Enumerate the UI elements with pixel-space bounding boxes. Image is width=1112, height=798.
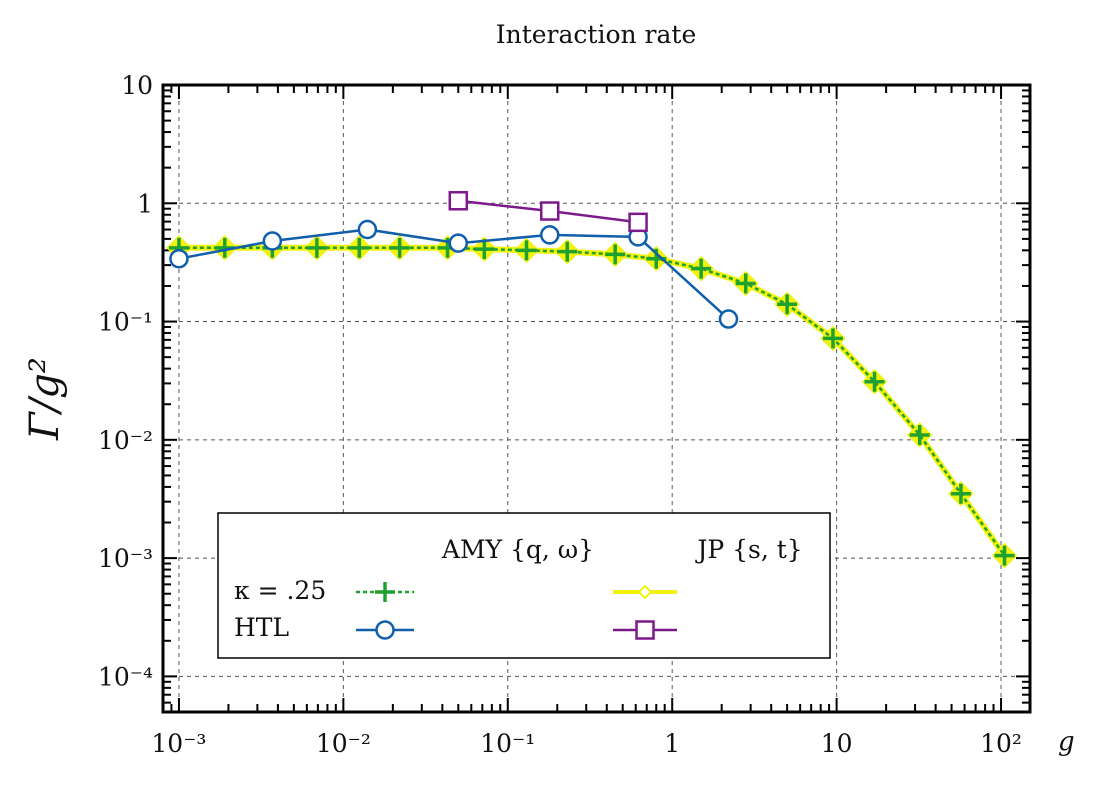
y-tick-label: 10⁻¹ (98, 308, 153, 337)
series-line (178, 244, 1007, 558)
data-point (994, 545, 1015, 566)
legend-marker (375, 582, 395, 602)
series-amy-25 (168, 237, 1015, 566)
data-point (605, 244, 626, 265)
legend-col-header-amy: AMY {q, ω} (441, 535, 594, 564)
chart-title: Interaction rate (496, 20, 697, 49)
legend-sample-jp-htl (613, 620, 677, 640)
data-point (822, 328, 843, 349)
legend-row-label-kappa: κ = .25 (234, 576, 326, 605)
x-tick-label: 10⁻³ (151, 729, 206, 758)
y-tick-label: 10⁻² (98, 426, 153, 455)
legend-marker (635, 620, 655, 640)
data-point (169, 248, 189, 269)
legend-sample-amy-25 (356, 582, 414, 602)
data-point (735, 273, 756, 294)
data-point (516, 240, 537, 261)
x-axis-label: g (1058, 727, 1075, 757)
x-tick-label: 10 (821, 729, 853, 758)
data-point (864, 371, 885, 392)
x-tick-label: 10⁻² (316, 729, 371, 758)
series-jp-htl (448, 191, 648, 233)
data-point (448, 233, 469, 253)
series-amy-htl (169, 219, 739, 329)
data-point (540, 201, 560, 221)
x-tick-label: 10⁻¹ (480, 729, 535, 758)
data-point (909, 424, 930, 445)
x-tick-label: 10² (980, 729, 1022, 758)
data-point (540, 225, 560, 245)
data-point (357, 219, 378, 240)
data-point (557, 241, 578, 262)
data-point (718, 309, 739, 329)
data-point (448, 191, 469, 211)
legend-marker (375, 620, 395, 640)
data-point (306, 237, 327, 258)
legend-row-label-htl: HTL (234, 613, 289, 642)
data-point (474, 239, 495, 260)
y-tick-label: 10⁻⁴ (98, 662, 153, 691)
plot-frame (161, 83, 1032, 714)
legend-box (217, 512, 831, 659)
series-line (178, 246, 1006, 557)
data-point (389, 237, 410, 258)
tick-labels: 10⁻³ 10⁻² 10⁻¹ 1 10 10² 10⁻⁴ 10⁻³ 10⁻² 10⁻¹ 1 10 (98, 71, 1022, 758)
data-point (262, 231, 283, 251)
data-point (349, 237, 370, 258)
legend-samples (356, 582, 677, 640)
legend-sample-jp-25 (613, 584, 677, 600)
series-layer (166, 191, 1018, 569)
legend-sample-amy-htl (356, 620, 414, 640)
data-point (777, 294, 798, 315)
legend: AMY {q, ω} JP {s, t} κ = .25 HTL (217, 512, 831, 659)
y-axis-label: Γ/g² (22, 357, 68, 441)
legend-marker (637, 584, 653, 600)
y-tick-label: 1 (137, 189, 153, 218)
legend-col-header-jp: JP {s, t} (694, 535, 802, 564)
data-point (691, 258, 712, 279)
data-point (950, 483, 971, 504)
y-tick-label: 10⁻³ (98, 544, 153, 573)
y-tick-label: 10 (121, 71, 153, 100)
data-point (628, 212, 648, 233)
x-tick-label: 1 (664, 729, 680, 758)
